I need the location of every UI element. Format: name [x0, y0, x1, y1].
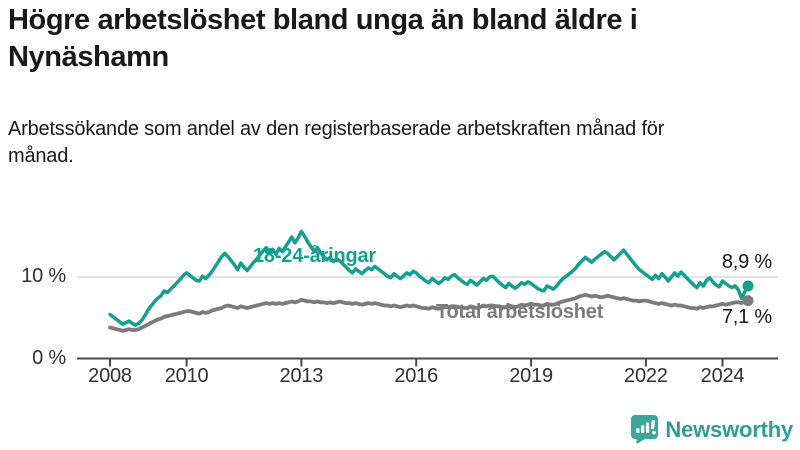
- x-axis-ticks: [109, 359, 724, 367]
- x-tick-label: 2022: [624, 365, 668, 387]
- x-axis-labels: 2008 2010 2013 2016 2019 2022 2024: [0, 365, 800, 391]
- x-tick-label: 2016: [394, 365, 439, 387]
- y-axis-label-10: 10 %: [21, 265, 66, 287]
- x-tick-label: 2010: [164, 365, 209, 387]
- y-axis-label-0: 0 %: [32, 347, 66, 369]
- newsworthy-logo-link[interactable]: Newsworthy: [631, 415, 793, 444]
- total-end-dot: [742, 295, 754, 307]
- page-title: Högre arbetslöshet bland unga än bland ä…: [8, 4, 638, 73]
- series-label-total: Total arbetslöshet: [436, 301, 604, 323]
- x-tick-label: 2008: [88, 365, 132, 387]
- end-value-total: 7,1 %: [721, 306, 772, 328]
- chart-subtitle: Arbetssökande som andel av den registerb…: [8, 118, 665, 167]
- youth-series-line: [108, 229, 750, 327]
- youth-end-dot: [742, 280, 754, 292]
- newsworthy-bubble-chart-icon: [631, 415, 659, 444]
- x-tick-label: 2024: [700, 365, 745, 387]
- x-tick-label: 2013: [279, 365, 324, 387]
- newsworthy-wordmark: Newsworthy: [665, 416, 793, 442]
- total-series-line: [108, 292, 750, 333]
- x-tick-label: 2019: [509, 365, 553, 387]
- end-value-youth: 8,9 %: [721, 251, 772, 273]
- series-label-youth: 18-24-åringar: [253, 245, 377, 267]
